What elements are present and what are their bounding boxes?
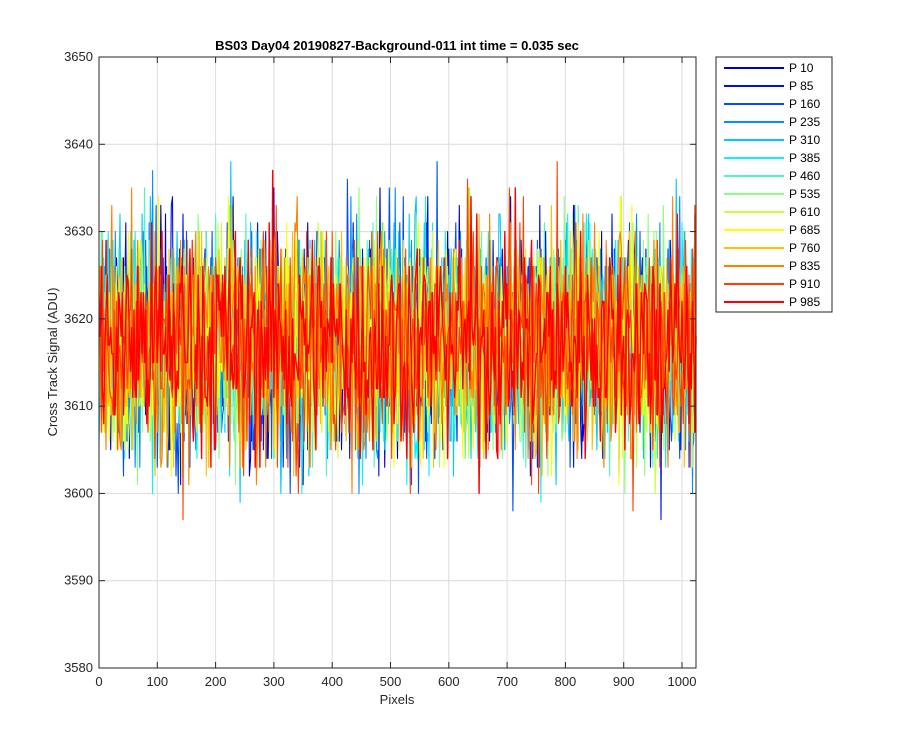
legend-label: P 835 (789, 259, 820, 273)
legend-label: P 160 (789, 97, 820, 111)
legend-label: P 235 (789, 115, 820, 129)
x-tick-label: 600 (438, 674, 460, 689)
y-tick-label: 3580 (64, 660, 93, 675)
x-tick-label: 500 (380, 674, 402, 689)
legend-label: P 910 (789, 277, 820, 291)
x-tick-label: 200 (205, 674, 227, 689)
legend-label: P 10 (789, 61, 814, 75)
legend-box (715, 56, 833, 313)
x-tick-label: 1000 (668, 674, 697, 689)
legend-label: P 985 (789, 295, 820, 309)
plot-frame (98, 56, 697, 669)
y-tick-label: 3600 (64, 485, 93, 500)
x-axis-label: Pixels (380, 692, 415, 707)
x-tick-labels: 0 100 200 300 400 500 600 700 800 900 1000 (95, 674, 696, 689)
series-line (99, 169, 697, 495)
chart-title: BS03 Day04 20190827-Background-011 int t… (215, 38, 579, 53)
legend-label: P 85 (789, 79, 814, 93)
y-tick-labels: 3580 3590 3600 3610 3620 3630 3640 3650 (64, 49, 93, 675)
legend: P 10 P 85 P 160 P 235 P 310 P 385 P 460 P 535 P … (715, 56, 833, 313)
x-tick-label: 800 (555, 674, 577, 689)
legend-label: P 535 (789, 187, 820, 201)
y-tick-label: 3640 (64, 136, 93, 151)
series-layer (98, 161, 697, 521)
x-tick-label: 900 (613, 674, 635, 689)
x-tick-label: 0 (95, 674, 102, 689)
y-tick-label: 3650 (64, 49, 93, 64)
y-tick-label: 3630 (64, 224, 93, 239)
legend-label: P 310 (789, 133, 820, 147)
ticks (98, 56, 696, 669)
legend-label: P 460 (789, 169, 820, 183)
x-tick-label: 100 (146, 674, 168, 689)
legend-label: P 385 (789, 151, 820, 165)
y-tick-label: 3620 (64, 311, 93, 326)
x-tick-label: 700 (496, 674, 518, 689)
legend-label: P 610 (789, 205, 820, 219)
y-tick-label: 3610 (64, 398, 93, 413)
x-tick-label: 300 (263, 674, 285, 689)
y-axis-label: Cross Track Signal (ADU) (45, 288, 60, 437)
legend-label: P 685 (789, 223, 820, 237)
x-tick-label: 400 (321, 674, 343, 689)
legend-label: P 760 (789, 241, 820, 255)
y-tick-label: 3590 (64, 573, 93, 588)
